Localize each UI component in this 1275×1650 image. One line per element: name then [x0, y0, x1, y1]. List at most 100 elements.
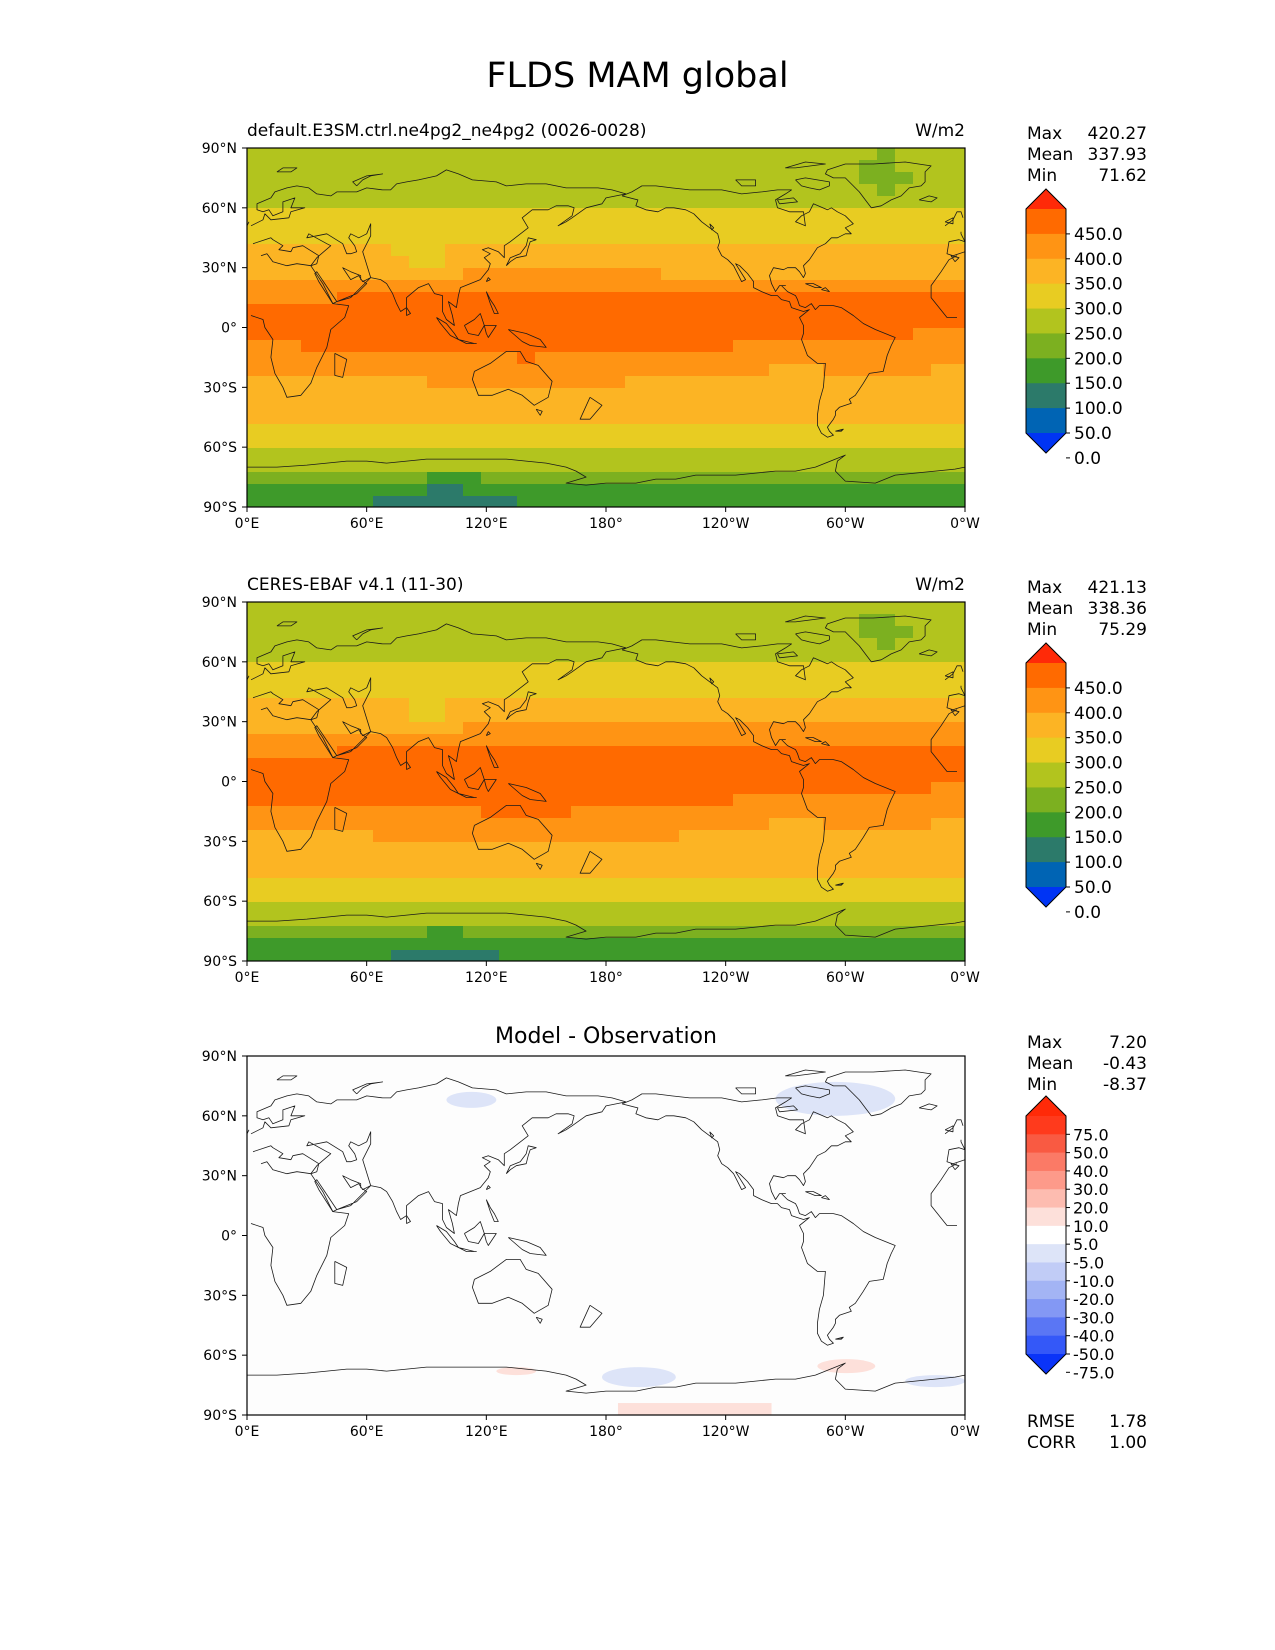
y-tick-label: 30°N	[202, 715, 237, 731]
colorbar-label: -20.0	[1073, 1290, 1114, 1309]
stat-value: 1.78	[1109, 1412, 1147, 1432]
coastline	[835, 882, 844, 886]
coastline	[579, 396, 603, 420]
colorbar-segment	[1026, 1207, 1066, 1227]
coastline	[250, 253, 958, 398]
colorbar-segment	[1026, 1116, 1066, 1135]
coastline	[458, 793, 477, 798]
coastline	[825, 161, 932, 209]
coastline	[825, 615, 932, 663]
coastlines	[247, 1069, 965, 1394]
colorbar-extend-top	[1026, 1096, 1066, 1116]
x-tick-label: 120°E	[465, 970, 508, 986]
coastline	[464, 767, 485, 790]
stat-label: Max	[1027, 1033, 1062, 1053]
coastline	[944, 671, 954, 679]
colorbar-segment	[1026, 663, 1066, 689]
colorbar-segment	[1026, 787, 1066, 813]
colorbar-label: 250.0	[1074, 778, 1123, 798]
coastline	[579, 850, 603, 874]
x-tick-label: 60°W	[826, 1424, 865, 1440]
stat-label: Min	[1027, 620, 1057, 640]
stat-label: Max	[1027, 578, 1062, 598]
colorbar-label: 300.0	[1074, 300, 1123, 320]
coastline	[276, 1075, 298, 1081]
colorbar-segment	[1026, 762, 1066, 788]
panel-test: default.E3SM.ctrl.ne4pg2_ne4pg2 (0026-00…	[202, 121, 1147, 532]
coastline	[918, 195, 938, 203]
y-tick-label: 30°N	[202, 1169, 237, 1185]
coastline	[621, 639, 896, 892]
colorbar-label: 400.0	[1074, 250, 1123, 270]
colorbar: 450.0 400.0 350.0 300.0 250.0 200.0 150.0 100.0…	[1025, 642, 1123, 923]
coastline	[805, 1191, 822, 1196]
stat-value: 337.93	[1088, 145, 1147, 165]
stat-value: 421.13	[1088, 578, 1147, 598]
colorbar-segment	[1026, 1134, 1066, 1154]
y-tick-label: 60°N	[202, 1109, 237, 1125]
coastline	[352, 173, 383, 187]
colorbar-segment	[1026, 1152, 1066, 1172]
stat-value: 7.20	[1109, 1033, 1147, 1053]
colorbar-segment	[1026, 358, 1066, 384]
x-tick-label: 120°E	[465, 1424, 508, 1440]
coastline	[825, 1069, 932, 1117]
diff-region	[775, 1081, 896, 1116]
coastline	[777, 1105, 798, 1113]
coastline	[795, 1085, 830, 1099]
colorbar-label: 350.0	[1074, 275, 1123, 295]
coastline	[464, 313, 485, 336]
colorbar-extend-bottom	[1026, 887, 1066, 907]
colorbar-label: 5.0	[1073, 1235, 1098, 1254]
stat-value: 71.62	[1098, 166, 1147, 186]
coastline	[777, 197, 798, 205]
y-tick-label: 30°N	[202, 261, 237, 277]
coastline	[950, 1163, 960, 1170]
diff-region	[905, 1375, 965, 1388]
coastline	[485, 731, 491, 736]
y-tick-label: 0°	[221, 321, 237, 337]
x-tick-label: 0°W	[950, 516, 980, 532]
coastline	[821, 287, 830, 292]
colorbar-label: -40.0	[1073, 1327, 1114, 1346]
colorbar-label: -10.0	[1073, 1272, 1114, 1291]
coastline	[821, 741, 830, 746]
y-tick-label: 60°N	[202, 655, 237, 671]
y-tick-label: 60°S	[203, 894, 237, 910]
error-stats-block: RMSE 1.78 CORR 1.00	[1027, 1412, 1147, 1453]
coastline	[464, 1221, 485, 1244]
colorbar-label: 100.0	[1074, 853, 1123, 873]
stats-block: Max 420.27 Mean 337.93 Min 71.62	[1027, 124, 1147, 186]
y-tick-label: 90°N	[202, 595, 237, 611]
coastline	[250, 623, 965, 780]
colorbar: 450.0 400.0 350.0 300.0 250.0 200.0 150.0 100.0…	[1025, 188, 1123, 469]
colorbar-label: 400.0	[1074, 704, 1123, 724]
stat-value: -0.43	[1103, 1054, 1147, 1074]
y-tick-label: 60°S	[203, 440, 237, 456]
coastline	[250, 707, 958, 852]
x-tick-label: 60°E	[350, 1424, 384, 1440]
colorbar-label: 200.0	[1074, 349, 1123, 369]
coastlines	[247, 161, 965, 486]
colorbar-label: 150.0	[1074, 828, 1123, 848]
y-tick-label: 0°	[221, 1229, 237, 1245]
coastline	[508, 1237, 547, 1256]
coastline	[835, 1336, 844, 1340]
colorbar-label: 30.0	[1073, 1180, 1109, 1199]
coastline	[472, 351, 553, 406]
coastline	[709, 1131, 715, 1139]
y-tick-label: 0°	[221, 775, 237, 791]
stat-value: 1.00	[1109, 1433, 1147, 1453]
stat-label: Mean	[1027, 145, 1073, 165]
panel-title-left: default.E3SM.ctrl.ne4pg2_ne4pg2 (0026-00…	[247, 121, 647, 141]
coastline	[406, 307, 411, 316]
coastline	[250, 1077, 965, 1234]
coastline	[483, 1233, 497, 1246]
coastline	[805, 283, 822, 288]
stat-label: Min	[1027, 1075, 1057, 1095]
y-tick-label: 30°S	[203, 1288, 237, 1304]
colorbar-segment	[1026, 1170, 1066, 1190]
colorbar-label: 250.0	[1074, 324, 1123, 344]
x-tick-label: 120°W	[702, 970, 750, 986]
